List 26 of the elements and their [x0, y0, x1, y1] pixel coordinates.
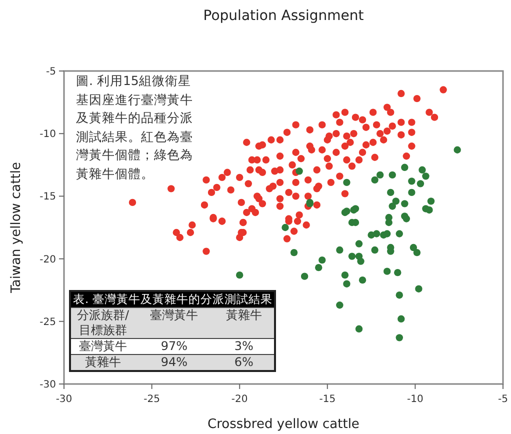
annotation: 分派族群/目標族群: [76, 308, 130, 338]
y-axis-title: Taiwan yellow cattle: [9, 162, 24, 294]
annotation: 臺灣黃牛: [149, 308, 200, 324]
y-tick-label: -5: [46, 66, 56, 78]
y-tick-label: -25: [40, 316, 56, 328]
annotation: 黃雜牛: [84, 354, 122, 371]
y-tick-label: -15: [40, 192, 56, 203]
y-tick-label: -30: [40, 380, 56, 390]
y-tick-label: -20: [40, 254, 56, 266]
annotation: 94%: [160, 354, 189, 371]
annotation: 臺灣黃牛: [78, 338, 128, 354]
x-tick-label: -10: [407, 394, 424, 405]
annotation: 黃雜牛: [224, 308, 263, 324]
annotation: 3%: [233, 338, 254, 354]
x-tick-label: -20: [231, 394, 248, 405]
x-tick-label: -25: [144, 394, 160, 405]
chart-title: Population Assignment: [203, 8, 364, 24]
annotation: 圖. 利用15組微衛星基因座進行臺灣黃牛及黃雜牛的品種分派測試結果。紅色為臺灣黃牛個體；綠色為黃雜牛個體。: [76, 72, 194, 182]
annotation: 表. 臺灣黃牛及黃雜牛的分派測試結果: [70, 291, 276, 308]
x-tick-label: -5: [498, 394, 508, 405]
annotation: 6%: [233, 354, 254, 371]
x-tick-label: -30: [56, 394, 72, 405]
x-tick-label: -15: [319, 394, 336, 405]
y-tick-label: -10: [40, 129, 56, 140]
x-axis-title: Crossbred yellow cattle: [208, 417, 360, 432]
annotation: 97%: [160, 338, 189, 354]
